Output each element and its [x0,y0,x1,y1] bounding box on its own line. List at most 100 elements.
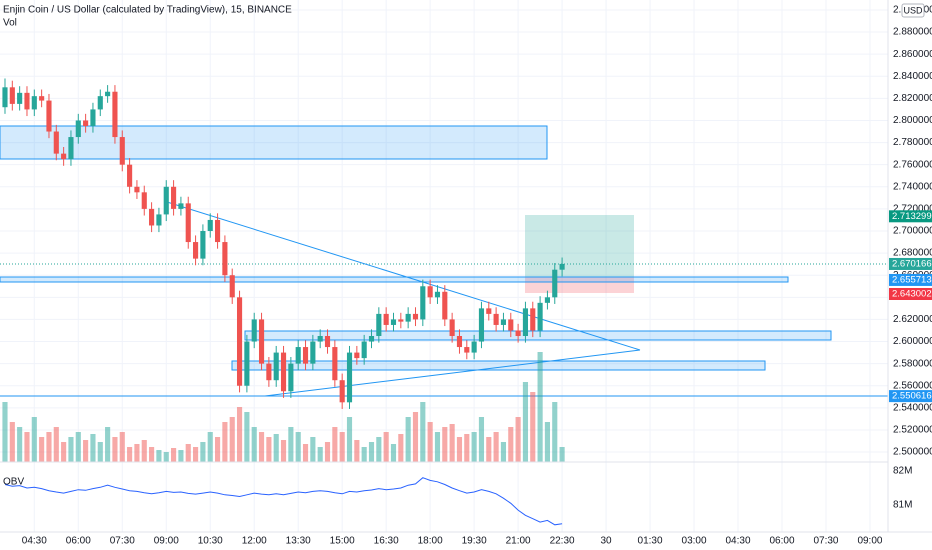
candle-body [171,186,177,209]
candle-body [200,231,206,259]
volume-bar [324,442,331,462]
volume-bar [119,432,125,462]
volume-bar [434,432,441,462]
y-tick-label: 2.68000000 [893,248,932,259]
y-tick-label: 2.74000000 [893,181,932,192]
candle-body [156,214,162,226]
candle-body [97,96,103,110]
candle-body [244,341,250,386]
x-tick-label: 06:00 [769,536,794,547]
candle-body [376,313,382,336]
x-tick-label: 19:30 [462,536,487,547]
volume-bar [288,427,294,462]
volume-bar [449,424,455,462]
x-tick-label: 09:00 [857,536,882,547]
candle-body [193,242,199,259]
axes: 2.50000000 2.52000000 2.54000000 2.56000000… [22,5,932,547]
volume-bar [500,442,507,462]
volume-bar [515,417,521,462]
candle-body [295,347,301,364]
volume-bar [266,437,272,462]
volume-bar [244,412,250,462]
candle-body [544,297,550,303]
y-tick-label: 2.88000000 [893,27,932,38]
obv-label: OBV [3,477,24,488]
candle-body [354,352,360,359]
x-tick-label: 01:30 [638,536,663,547]
level-zone [0,276,789,283]
candle-body [427,286,433,298]
price-label-box [889,390,932,403]
candle-body [17,92,23,104]
volume-bar [464,434,470,462]
volume-bar [2,402,8,462]
volume-bar [478,417,485,462]
candle-body [53,131,59,154]
volume-bar [486,437,492,462]
candle-body [39,96,45,101]
candle-body [324,336,331,348]
currency-badge[interactable] [901,3,925,18]
volume-bar [552,402,558,462]
x-tick-label: 04:30 [22,536,47,547]
candle-body [280,352,287,392]
x-tick-label: 15:00 [330,536,355,547]
candle-body [471,341,477,353]
candle-body [9,87,15,104]
volume-bar [493,432,499,462]
candle-body [339,380,345,403]
candle-body [288,363,294,392]
y-tick-label: 2.86000000 [893,49,932,60]
candle-body [90,109,96,126]
candle-body [302,347,309,364]
x-tick-label: 21:00 [506,536,531,547]
volume-bar [544,422,550,462]
y-tick-label: 2.72000000 [893,204,932,215]
volume-bar [24,432,30,462]
volume-bar [508,427,514,462]
y-tick-label: 2.56000000 [893,380,932,391]
volume-bar [302,444,309,462]
candle-body [493,313,499,325]
volume-bar [280,440,287,462]
x-tick-label: 13:30 [286,536,311,547]
y-tick-label: 2.70000000 [893,226,932,237]
x-tick-label: 03:00 [682,536,707,547]
volume-bar [427,422,433,462]
candle-body [222,242,228,276]
trend-line [166,201,641,351]
y-tick-label: 2.80000000 [893,115,932,126]
candle-body [346,352,353,403]
currency-label[interactable]: USD [903,5,923,15]
volume-bar [141,440,147,462]
volume-bar [185,444,191,462]
candle-body [119,137,125,165]
candle-body [83,120,89,126]
candle-body [105,91,111,97]
candle-body [522,308,529,336]
support-zone [244,330,832,341]
volume-bar [258,432,265,462]
x-tick-label: 16:30 [374,536,399,547]
volume-bar [53,427,59,462]
y-tick-label: 2.84000000 [893,71,932,82]
y-tick-label: 2.50000000 [893,447,932,458]
price-label: 2.55061610 [892,391,932,402]
candle-body [515,330,521,336]
candle-body [229,275,235,298]
long-profit-zone [525,215,634,277]
volume-label: Vol [3,18,17,29]
volume-bar [273,434,279,462]
volume-bar [354,440,360,462]
obv-tick-label: 81M [893,500,912,511]
volume-bar [83,440,89,462]
volume-bar [127,447,133,462]
candle-body [185,203,191,243]
candle-body [383,313,389,325]
volume-bar [178,450,184,462]
candle-body [368,336,375,342]
candle-body [412,313,419,320]
candle-body [478,308,485,342]
candle-body [68,137,74,160]
